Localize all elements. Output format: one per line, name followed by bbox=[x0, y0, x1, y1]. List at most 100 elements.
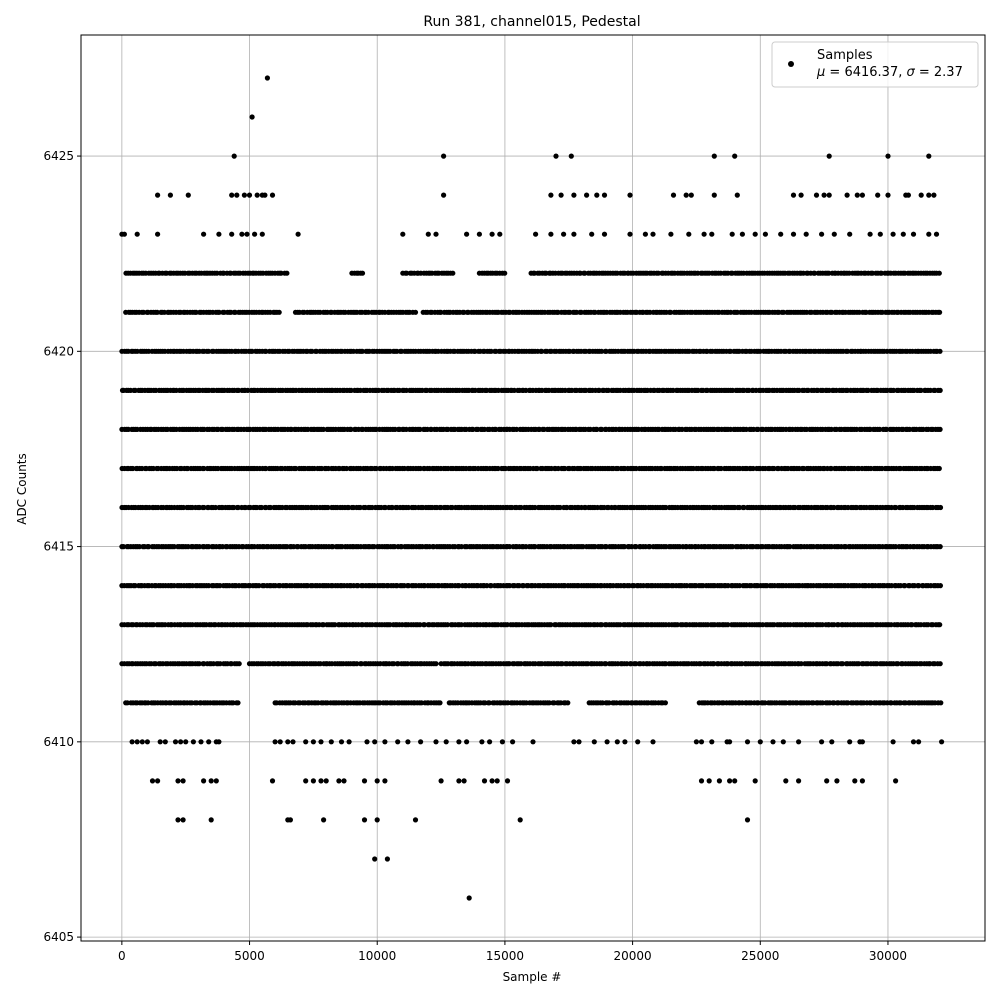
sample-point bbox=[395, 739, 401, 745]
sample-point bbox=[167, 192, 173, 198]
sample-point bbox=[325, 504, 331, 511]
chart-title: Run 381, channel015, Pedestal bbox=[423, 14, 640, 30]
sample-point bbox=[534, 465, 540, 472]
sample-point bbox=[443, 739, 449, 745]
sample-point bbox=[571, 192, 577, 198]
sample-point bbox=[269, 192, 276, 198]
x-axis-ticks: 0 5000 10000 15000 20000 25000 30000 bbox=[118, 941, 907, 963]
legend-mu-symbol: μ bbox=[816, 65, 825, 80]
sample-point bbox=[737, 583, 743, 589]
sample-point bbox=[548, 231, 554, 237]
sample-point bbox=[790, 231, 797, 237]
sample-point bbox=[502, 270, 508, 276]
sample-point bbox=[320, 426, 326, 432]
sample-point bbox=[196, 661, 202, 667]
sample-point bbox=[937, 348, 943, 354]
sample-point bbox=[926, 231, 932, 237]
sample-point bbox=[206, 348, 212, 354]
sample-point bbox=[732, 153, 738, 159]
sample-point bbox=[400, 231, 406, 237]
sample-point bbox=[269, 778, 276, 784]
sample-point bbox=[433, 739, 439, 745]
sample-point bbox=[824, 778, 830, 784]
sample-point bbox=[433, 661, 439, 667]
sample-point bbox=[831, 231, 837, 237]
sample-point bbox=[229, 192, 235, 198]
sample-point bbox=[450, 270, 456, 276]
sample-point bbox=[466, 895, 472, 901]
sample-point bbox=[249, 114, 255, 120]
sample-point bbox=[770, 739, 776, 745]
sample-point bbox=[488, 348, 494, 354]
sample-point bbox=[277, 739, 283, 745]
sample-point bbox=[829, 739, 835, 745]
sample-point bbox=[752, 231, 758, 237]
sample-point bbox=[727, 739, 733, 745]
sample-point bbox=[259, 231, 265, 237]
sample-point bbox=[937, 504, 944, 511]
sample-point bbox=[599, 348, 605, 354]
sample-point bbox=[826, 153, 832, 159]
sample-points bbox=[119, 75, 945, 901]
sample-point bbox=[939, 739, 945, 745]
sample-point bbox=[867, 231, 873, 237]
sample-point bbox=[847, 231, 853, 237]
sample-point bbox=[937, 622, 943, 628]
sample-point bbox=[359, 270, 366, 276]
x-tick-label: 30000 bbox=[869, 949, 907, 963]
legend-marker bbox=[788, 61, 794, 67]
sample-point bbox=[155, 231, 161, 237]
sample-point bbox=[798, 661, 804, 667]
sample-point bbox=[530, 739, 536, 745]
sample-point bbox=[568, 153, 574, 159]
sample-point bbox=[905, 192, 912, 198]
sample-point bbox=[622, 739, 628, 745]
legend-sigma-symbol: σ bbox=[906, 65, 915, 80]
sample-point bbox=[711, 153, 717, 159]
sample-point bbox=[372, 856, 378, 862]
sample-point bbox=[902, 583, 908, 589]
legend-box bbox=[771, 41, 979, 88]
sample-point bbox=[548, 192, 554, 198]
sample-point bbox=[757, 739, 763, 745]
sample-point bbox=[557, 504, 563, 511]
sample-point bbox=[120, 544, 127, 550]
sample-point bbox=[456, 778, 462, 784]
sample-point bbox=[504, 778, 511, 784]
sample-point bbox=[418, 739, 424, 745]
sample-point bbox=[404, 270, 410, 276]
sample-point bbox=[553, 153, 559, 159]
sample-point bbox=[290, 739, 296, 745]
sample-point bbox=[162, 739, 168, 745]
sample-point bbox=[121, 231, 127, 237]
sample-point bbox=[926, 153, 932, 159]
sample-point bbox=[323, 778, 329, 784]
sample-point bbox=[201, 778, 207, 784]
sample-point bbox=[933, 231, 940, 237]
sample-point bbox=[937, 309, 943, 315]
sample-point bbox=[382, 739, 388, 745]
sample-point bbox=[727, 778, 733, 784]
sample-point bbox=[852, 778, 858, 784]
sample-point bbox=[533, 231, 539, 237]
sample-point bbox=[318, 778, 324, 784]
sample-point bbox=[239, 231, 245, 237]
sample-point bbox=[859, 778, 866, 784]
sample-point bbox=[180, 817, 186, 823]
sample-point bbox=[264, 75, 270, 81]
sample-point bbox=[287, 817, 293, 823]
sample-point bbox=[185, 192, 191, 198]
x-tick-label: 5000 bbox=[234, 949, 265, 963]
sample-point bbox=[875, 192, 881, 198]
sample-point bbox=[670, 192, 677, 198]
sample-point bbox=[180, 778, 186, 784]
sample-point bbox=[796, 739, 802, 745]
sample-point bbox=[780, 739, 786, 745]
sample-point bbox=[382, 778, 388, 784]
sample-point bbox=[594, 192, 600, 198]
sample-point bbox=[338, 739, 345, 745]
sample-point bbox=[216, 231, 222, 237]
sample-point bbox=[421, 622, 428, 628]
sample-point bbox=[190, 739, 196, 745]
sample-point bbox=[752, 778, 758, 784]
